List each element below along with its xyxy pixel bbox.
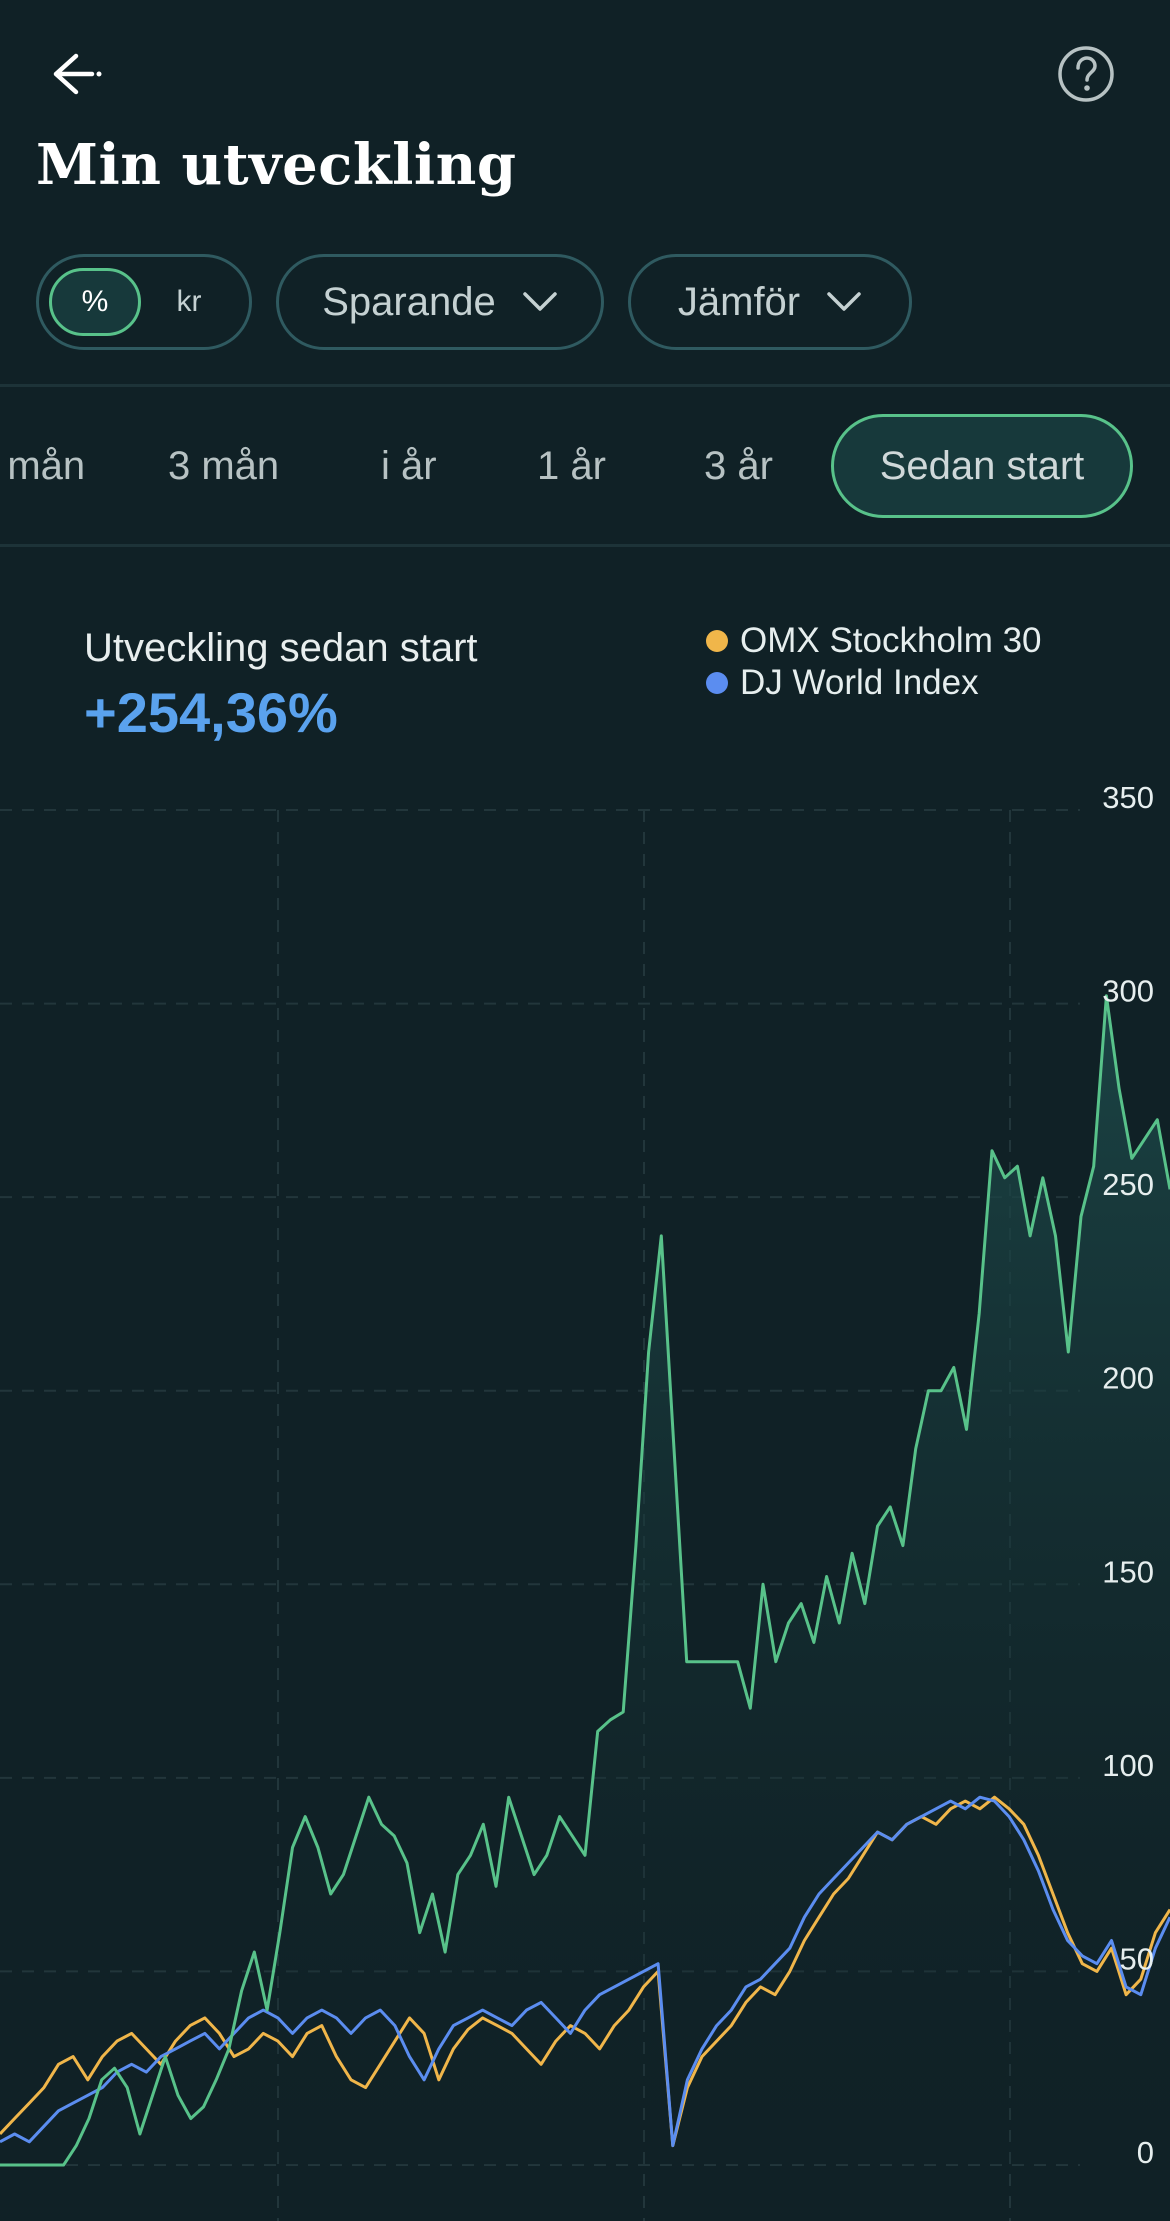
performance-chart[interactable]: 0 50 100 150 200 250 300 350 <box>0 770 1170 2221</box>
y-tick-label: 200 <box>1102 1361 1154 1396</box>
back-arrow-icon[interactable] <box>44 44 104 104</box>
legend-dot <box>706 672 728 694</box>
series-line-0 <box>0 994 1170 2167</box>
savings-dropdown[interactable]: Sparande <box>276 254 604 350</box>
legend-dot <box>706 630 728 652</box>
page-title: Min utveckling <box>36 132 517 198</box>
legend-item-omx: OMX Stockholm 30 <box>706 620 1042 662</box>
y-tick-label: 100 <box>1102 1748 1154 1783</box>
kr-option[interactable]: kr <box>176 285 202 318</box>
savings-dropdown-label: Sparande <box>322 279 496 324</box>
tab-1-ar[interactable]: 1 år <box>537 444 606 488</box>
period-tabs: 1 mån 3 mån i år 1 år 3 år Sedan start <box>0 414 1170 518</box>
chevron-down-icon <box>522 292 557 311</box>
y-tick-label: 250 <box>1102 1167 1154 1202</box>
tab-i-ar[interactable]: i år <box>381 444 437 488</box>
chart-lines <box>0 994 1170 2167</box>
unit-toggle[interactable]: % kr <box>36 254 252 350</box>
tab-3-ar[interactable]: 3 år <box>704 444 773 488</box>
chart-legend: OMX Stockholm 30 DJ World Index <box>706 620 1042 704</box>
compare-dropdown-label: Jämför <box>677 279 801 324</box>
divider <box>0 384 1170 387</box>
divider <box>0 544 1170 547</box>
tab-3-man[interactable]: 3 mån <box>168 444 280 488</box>
y-tick-label: 50 <box>1120 1941 1154 1976</box>
tab-1-man[interactable]: 1 mån <box>0 444 86 488</box>
performance-value: +254,36% <box>84 681 338 744</box>
chevron-down-icon <box>827 292 861 311</box>
legend-item-dj: DJ World Index <box>706 662 1042 704</box>
y-tick-label: 0 <box>1137 2135 1154 2170</box>
help-icon[interactable] <box>1056 44 1116 104</box>
y-tick-label: 300 <box>1102 974 1154 1009</box>
y-tick-label: 350 <box>1102 780 1154 815</box>
series-line-2 <box>0 1795 1170 2148</box>
y-axis-ticks: 0 50 100 150 200 250 300 350 <box>1102 780 1154 2170</box>
chart-area-fill <box>0 995 1170 2165</box>
performance-caption: Utveckling sedan start <box>84 626 478 670</box>
compare-dropdown[interactable]: Jämför <box>628 254 912 350</box>
percent-option[interactable]: % <box>49 268 141 336</box>
series-line-1 <box>0 1795 1170 2148</box>
legend-label: OMX Stockholm 30 <box>740 621 1042 660</box>
tab-sedan-start[interactable]: Sedan start <box>831 414 1133 518</box>
legend-label: DJ World Index <box>740 663 979 702</box>
y-tick-label: 150 <box>1102 1554 1154 1589</box>
